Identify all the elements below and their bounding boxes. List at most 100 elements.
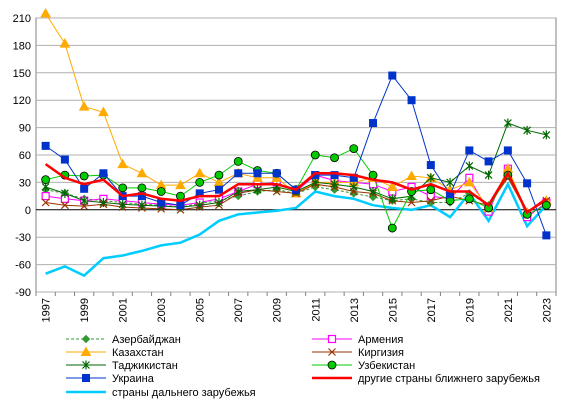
- legend-item: Украина: [66, 373, 155, 385]
- data-point: [60, 201, 69, 210]
- data-point: [138, 200, 146, 210]
- data-point: [465, 161, 474, 171]
- data-point: [78, 101, 90, 111]
- data-point: [41, 141, 50, 150]
- data-point: [194, 167, 206, 178]
- data-point: [41, 198, 50, 207]
- legend-item: Киргизия: [312, 347, 404, 359]
- x-tick-label: 2011: [310, 298, 322, 322]
- data-point: [99, 169, 108, 178]
- x-tick-label: 2015: [387, 298, 399, 322]
- data-point: [41, 192, 50, 201]
- data-point: [137, 183, 147, 193]
- data-point: [176, 201, 185, 210]
- data-point: [272, 169, 281, 178]
- legend-swatch-marker: [81, 334, 91, 344]
- legend-item: Азербайджан: [66, 334, 181, 346]
- data-point: [156, 187, 166, 196]
- data-point: [234, 169, 243, 178]
- x-tick-label: 2007: [233, 298, 245, 322]
- x-tick-label: 2021: [503, 298, 515, 322]
- data-point: [426, 173, 435, 183]
- legend-label: Армения: [358, 334, 403, 346]
- data-point: [195, 200, 204, 210]
- y-tick-label: -30: [15, 232, 31, 244]
- data-point: [214, 170, 224, 180]
- data-point: [117, 158, 129, 169]
- y-tick-label: -60: [15, 260, 31, 272]
- data-point: [426, 196, 435, 205]
- data-point: [195, 177, 205, 187]
- legend-item: другие страны ближнего зарубежья: [312, 373, 540, 385]
- legend-item: Армения: [312, 334, 403, 346]
- data-point: [484, 170, 493, 180]
- data-point: [80, 196, 89, 206]
- data-point: [484, 157, 493, 166]
- series-7: [44, 163, 548, 215]
- legend-label: другие страны ближнего зарубежья: [358, 373, 540, 385]
- legend-label: Таджикистан: [112, 360, 178, 372]
- x-tick-label: 2023: [541, 298, 553, 322]
- data-point: [98, 106, 109, 117]
- legend-item: Узбекистан: [312, 360, 415, 372]
- data-point: [465, 146, 474, 155]
- data-point: [541, 200, 551, 210]
- x-tick-label: 2001: [118, 298, 130, 322]
- data-point: [80, 184, 89, 193]
- data-point: [311, 177, 320, 187]
- legend-item: Казахстан: [66, 346, 164, 359]
- legend-swatch-marker: [328, 348, 336, 356]
- y-tick-label: 90: [19, 123, 31, 135]
- data-point: [41, 175, 51, 185]
- data-point: [233, 156, 243, 166]
- x-tick-label: 2009: [272, 298, 284, 322]
- legend-swatch-marker: [327, 334, 337, 344]
- x-tick-label: 2005: [195, 298, 207, 322]
- data-point: [330, 153, 339, 163]
- legend-label: Украина: [112, 373, 155, 385]
- data-point: [369, 187, 377, 197]
- data-point: [253, 169, 262, 178]
- x-tick-label: 2003: [156, 298, 168, 322]
- data-point: [542, 231, 551, 240]
- y-tick-label: -90: [15, 287, 31, 299]
- legend-swatch-marker: [82, 360, 90, 370]
- x-tick-label: 1999: [79, 298, 91, 322]
- y-tick-label: 0: [25, 205, 31, 217]
- legend-swatch-marker: [80, 346, 92, 356]
- data-point: [60, 188, 69, 198]
- legend: Азербайджан Армения Казахстан Киргизия Таджи…: [66, 334, 540, 399]
- data-point: [369, 119, 378, 128]
- axes: -90 -60 -30 0 30 60 90 120 150 180 210 1997 1999 2001…: [13, 13, 557, 322]
- data-point: [426, 185, 436, 195]
- data-point: [388, 71, 397, 80]
- data-point: [406, 170, 417, 181]
- x-tick-label: 1997: [41, 298, 53, 322]
- series-8: [45, 181, 548, 278]
- series-group: [40, 7, 552, 278]
- data-point: [387, 223, 397, 233]
- legend-label: Азербайджан: [112, 334, 181, 346]
- data-point: [464, 194, 474, 204]
- data-point: [407, 198, 416, 207]
- x-tick-label: 2019: [464, 298, 476, 322]
- data-point: [349, 144, 359, 154]
- data-point: [310, 150, 320, 160]
- y-tick-label: 180: [13, 40, 31, 52]
- legend-label: Узбекистан: [358, 360, 415, 372]
- y-tick-label: 210: [13, 13, 31, 25]
- legend-swatch-marker: [82, 374, 90, 382]
- data-point: [523, 125, 532, 135]
- data-point: [79, 171, 89, 181]
- data-point: [118, 199, 127, 209]
- legend-label: Киргизия: [358, 347, 404, 359]
- legend-item: страны дальнего зарубежья: [66, 387, 256, 399]
- data-point: [503, 118, 512, 128]
- data-point: [388, 194, 397, 204]
- y-tick-label: 60: [19, 150, 31, 162]
- series-line: [44, 163, 548, 215]
- gridlines: [35, 17, 557, 293]
- data-point: [542, 130, 551, 140]
- series-line: [45, 181, 548, 278]
